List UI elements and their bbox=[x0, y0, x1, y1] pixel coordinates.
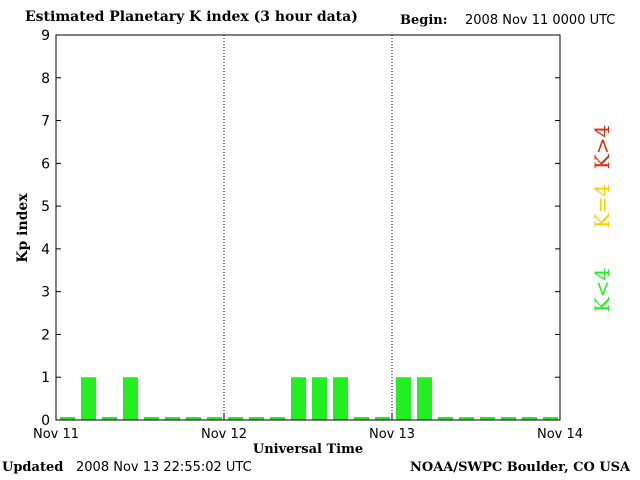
kp-bar bbox=[81, 377, 96, 420]
y-tick-label: 7 bbox=[41, 114, 50, 130]
kp-bars bbox=[60, 377, 558, 420]
kp-bar bbox=[396, 377, 411, 420]
kp-bar bbox=[501, 417, 516, 420]
updated-label: Updated bbox=[2, 460, 64, 475]
chart-title: Estimated Planetary K index (3 hour data… bbox=[25, 9, 358, 25]
kp-bar bbox=[165, 417, 180, 420]
day-separators bbox=[223, 35, 393, 420]
legend-item: K>4 bbox=[590, 125, 614, 169]
legend-item: K<4 bbox=[590, 268, 614, 312]
plot-frame bbox=[55, 34, 561, 421]
kp-bar bbox=[312, 377, 327, 420]
kp-bar bbox=[354, 417, 369, 420]
y-tick-label: 1 bbox=[41, 370, 50, 386]
kp-bar bbox=[522, 417, 537, 420]
kp-bar bbox=[207, 417, 222, 420]
kp-bar bbox=[270, 417, 285, 420]
updated-value: 2008 Nov 13 22:55:02 UTC bbox=[76, 460, 252, 475]
kp-bar bbox=[438, 417, 453, 420]
y-tick-label: 0 bbox=[41, 413, 50, 429]
legend-item: K=4 bbox=[590, 184, 614, 228]
kp-bar bbox=[228, 417, 243, 420]
legend: K<4 K=4 K>4 bbox=[590, 125, 614, 312]
begin-label: Begin: bbox=[400, 13, 448, 28]
kp-bar bbox=[375, 417, 390, 420]
kp-bar bbox=[144, 417, 159, 420]
y-tick-label: 6 bbox=[41, 156, 50, 172]
kp-bar bbox=[480, 417, 495, 420]
y-tick-label: 5 bbox=[41, 199, 50, 215]
kp-bar bbox=[102, 417, 117, 420]
x-tick-label: Nov 13 bbox=[369, 427, 415, 442]
kp-bar bbox=[123, 377, 138, 420]
kp-bar bbox=[459, 417, 474, 420]
kp-bar bbox=[60, 417, 75, 420]
x-axis: Nov 11 Nov 12 Nov 13 Nov 14 bbox=[33, 414, 583, 442]
y-tick-label: 9 bbox=[41, 28, 50, 44]
x-tick-label: Nov 14 bbox=[537, 427, 583, 442]
x-axis-label: Universal Time bbox=[253, 442, 363, 457]
y-tick-label: 4 bbox=[41, 242, 50, 258]
kp-bar bbox=[291, 377, 306, 420]
y-tick-label: 2 bbox=[41, 327, 50, 343]
kp-bar bbox=[186, 417, 201, 420]
kp-bar bbox=[543, 417, 558, 420]
credit-text: NOAA/SWPC Boulder, CO USA bbox=[410, 460, 631, 475]
begin-value: 2008 Nov 11 0000 UTC bbox=[465, 13, 616, 28]
x-tick-label: Nov 12 bbox=[201, 427, 247, 442]
y-tick-label: 8 bbox=[41, 71, 50, 87]
y-axis: 0 1 2 3 4 5 6 7 8 9 bbox=[41, 28, 560, 429]
kp-bar bbox=[249, 417, 264, 420]
y-axis-label: Kp index bbox=[15, 193, 31, 263]
kp-bar bbox=[417, 377, 432, 420]
x-tick-label: Nov 11 bbox=[33, 427, 79, 442]
kp-bar bbox=[333, 377, 348, 420]
y-tick-label: 3 bbox=[41, 285, 50, 301]
